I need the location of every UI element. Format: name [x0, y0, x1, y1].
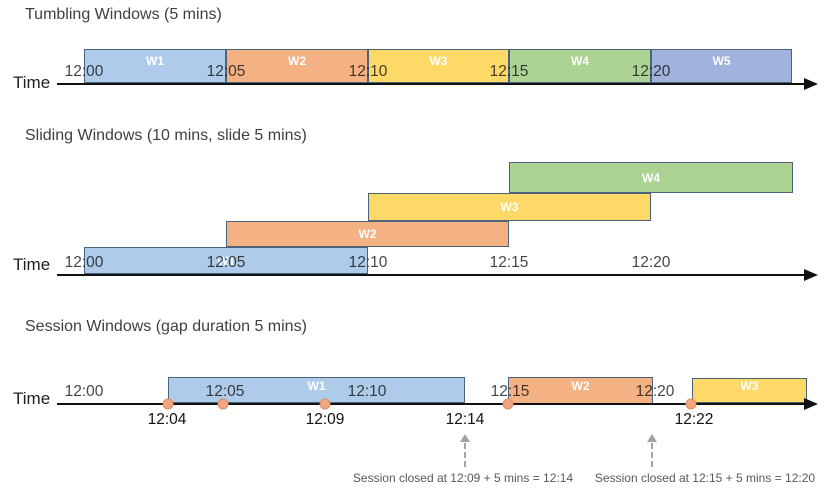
tumbling-axis-arrow-icon: [804, 78, 818, 90]
window-label: W4: [571, 54, 589, 68]
event-dot: [217, 398, 229, 410]
sliding-window-w4: W4: [509, 162, 793, 193]
session-tick: 12:05: [205, 383, 245, 400]
sliding-axis-arrow-icon: [804, 269, 818, 281]
dashed-arrow-up-icon: [460, 434, 470, 442]
tumbling-tick: 12:20: [631, 63, 671, 80]
window-label: W1: [146, 54, 164, 68]
sliding-title: Sliding Windows (10 mins, slide 5 mins): [25, 127, 307, 144]
event-time-label: 12:14: [445, 411, 485, 428]
tumbling-tick: 12:15: [489, 63, 529, 80]
tumbling-window-w1: W1: [84, 49, 226, 83]
session-tick: 12:20: [635, 383, 675, 400]
tumbling-tick: 12:05: [206, 63, 246, 80]
sliding-window-w2: W2: [226, 221, 509, 247]
window-label: W5: [712, 54, 731, 68]
sliding-tick: 12:15: [489, 254, 529, 271]
sliding-tick: 12:05: [206, 254, 246, 271]
session-closed-annotation: Session closed at 12:15 + 5 mins = 12:20: [594, 471, 816, 485]
tumbling-title: Tumbling Windows (5 mins): [25, 6, 222, 23]
window-label: W2: [288, 54, 306, 68]
event-dot: [685, 398, 697, 410]
dashed-arrow-line: [651, 443, 653, 467]
tumbling-window-w2: W2: [226, 49, 368, 83]
event-dot: [502, 398, 514, 410]
sliding-time-axis-label: Time: [13, 255, 51, 274]
sliding-tick: 12:20: [631, 254, 671, 271]
session-window-w1: W1: [168, 377, 465, 403]
tumbling-time-axis: [57, 83, 804, 85]
event-time-label: 12:09: [305, 411, 345, 428]
session-title: Session Windows (gap duration 5 mins): [25, 318, 307, 335]
window-label: W3: [429, 54, 448, 68]
window-label: W4: [642, 170, 660, 185]
dashed-arrow-up-icon: [647, 434, 657, 442]
session-window-w2: W2: [508, 377, 653, 404]
sliding-time-axis: [57, 274, 804, 276]
window-label: W3: [500, 200, 519, 214]
session-tick: 12:00: [64, 383, 104, 400]
tumbling-time-axis-label: Time: [13, 73, 51, 92]
dashed-arrow-line: [464, 443, 466, 467]
tumbling-window-w3: W3: [368, 49, 509, 83]
window-label: W2: [358, 227, 377, 241]
window-label: W3: [740, 379, 759, 393]
session-tick: 12:10: [347, 383, 387, 400]
session-time-axis-label: Time: [13, 389, 51, 408]
window-label: W1: [217, 253, 235, 268]
sliding-window-w1: W1: [84, 247, 368, 274]
sliding-tick: 12:00: [64, 254, 104, 271]
tumbling-tick: 12:10: [348, 63, 388, 80]
window-label: W2: [571, 379, 590, 393]
session-time-axis: [57, 403, 804, 405]
event-dot: [162, 398, 174, 410]
session-window-w3: W3: [692, 378, 807, 403]
session-tick: 12:15: [490, 383, 530, 400]
event-dot: [319, 398, 331, 410]
sliding-window-w3: W3: [368, 193, 651, 221]
tumbling-window-w5: W5: [651, 49, 792, 83]
session-closed-annotation: Session closed at 12:09 + 5 mins = 12:14: [352, 471, 574, 485]
event-time-label: 12:04: [147, 411, 187, 428]
session-axis-arrow-icon: [804, 398, 818, 410]
tumbling-window-w4: W4: [509, 49, 651, 83]
window-label: W1: [307, 378, 326, 393]
event-time-label: 12:22: [674, 411, 714, 428]
tumbling-tick: 12:00: [64, 63, 104, 80]
sliding-tick: 12:10: [348, 254, 388, 271]
